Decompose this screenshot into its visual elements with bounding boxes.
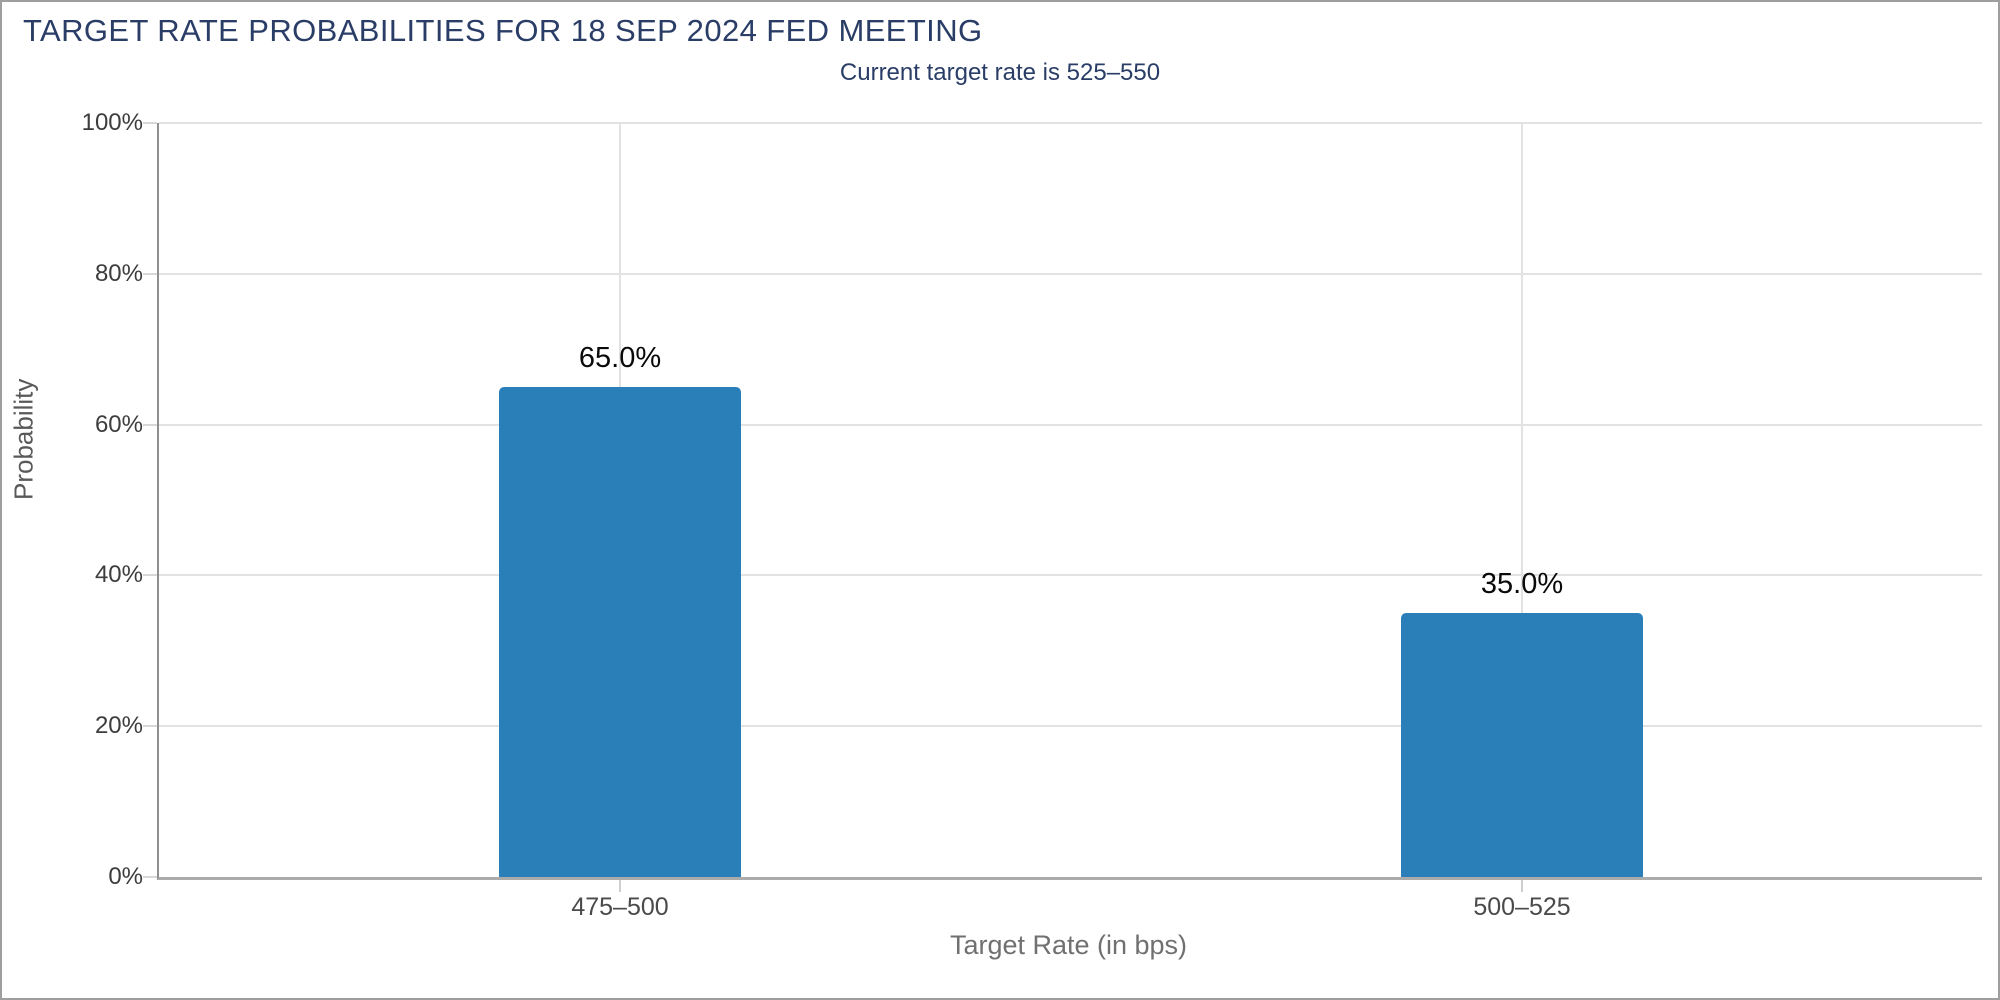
x-tick-label: 475–500: [571, 893, 669, 921]
y-tick-label: 20%: [94, 712, 143, 740]
y-gridline: [159, 122, 1982, 124]
probability-bar[interactable]: [499, 386, 741, 877]
y-axis-tick: [143, 122, 157, 124]
y-tick-label: 100%: [81, 109, 143, 136]
probability-bar[interactable]: [1401, 613, 1643, 877]
bar-value-label: 35.0%: [1480, 568, 1564, 601]
bar-value-label: 65.0%: [578, 341, 662, 374]
chart-subtitle: Current target rate is 525–550: [839, 59, 1161, 86]
x-axis-title: Target Rate (in bps): [949, 930, 1188, 960]
y-axis-tick: [143, 876, 157, 878]
y-axis-title: Probability: [8, 378, 39, 500]
y-axis-tick: [143, 574, 157, 577]
plot-area: 0% 20% 40% 60% 80% 100% 65.0% 475–500 35.0% 500–5…: [82, 109, 1982, 921]
y-tick-label: 80%: [94, 259, 143, 287]
category-gridline: [1521, 123, 1523, 877]
y-gridline: [159, 423, 1982, 426]
x-axis-tick: [1521, 880, 1523, 892]
y-gridline: [159, 272, 1982, 275]
x-axis-tick: [619, 880, 621, 892]
y-axis-tick: [143, 272, 157, 275]
y-gridline: [159, 574, 1982, 577]
y-tick-label: 60%: [94, 410, 143, 438]
y-axis-tick: [143, 725, 157, 728]
y-gridline: [159, 725, 1982, 728]
y-tick-label: 40%: [94, 561, 143, 589]
y-axis-tick: [143, 423, 157, 426]
x-tick-label: 500–525: [1473, 893, 1571, 921]
y-tick-label: 0%: [108, 863, 143, 890]
chart-title: TARGET RATE PROBABILITIES FOR 18 SEP 202…: [23, 13, 983, 48]
